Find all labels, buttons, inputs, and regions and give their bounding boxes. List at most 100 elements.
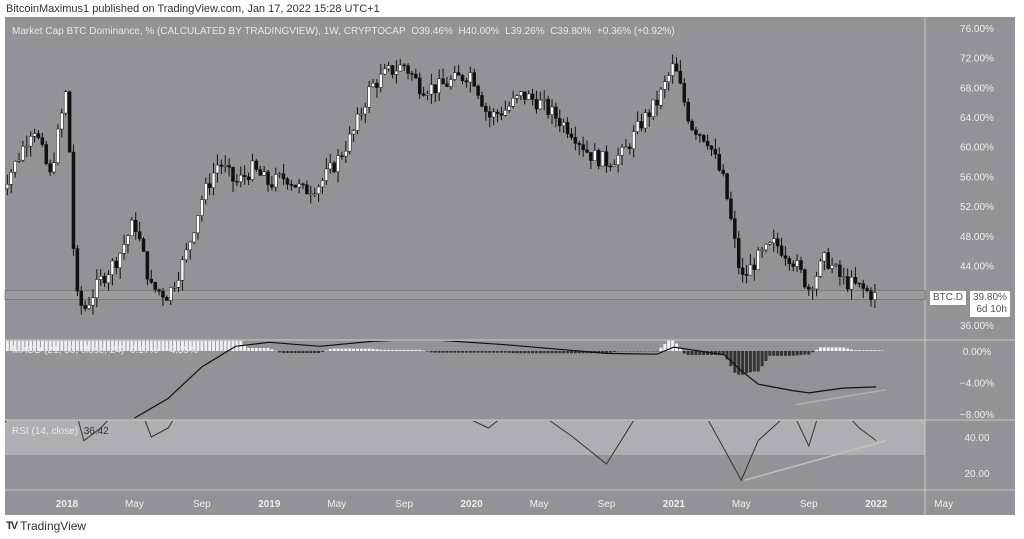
time-tick: Sep	[193, 499, 211, 510]
tradingview-logo[interactable]: TV TradingView	[6, 519, 86, 533]
price-tick: 60.00%	[960, 143, 994, 154]
candle	[480, 95, 484, 107]
brand-name: TradingView	[20, 519, 87, 533]
macd-histogram-bar	[200, 340, 204, 351]
macd-histogram-bar	[861, 350, 865, 351]
candle	[13, 161, 17, 173]
macd-tick: −8.00%	[960, 410, 994, 421]
candle	[476, 85, 480, 96]
candle	[736, 238, 741, 269]
candle	[768, 242, 772, 245]
candle	[336, 155, 340, 172]
candle	[40, 137, 45, 145]
macd-histogram-bar	[838, 347, 842, 351]
time-tick: Sep	[598, 499, 616, 510]
candle	[507, 106, 511, 111]
candle	[721, 169, 725, 174]
macd-histogram-bar	[282, 351, 286, 354]
candle	[814, 276, 819, 290]
candle	[838, 264, 842, 277]
candle	[297, 183, 301, 188]
candle	[25, 145, 29, 148]
macd-histogram-bar	[550, 351, 554, 354]
price-tick: 44.00%	[960, 261, 994, 272]
macd-histogram-bar	[258, 347, 262, 351]
macd-histogram-bar	[492, 351, 496, 353]
macd-histogram-bar	[496, 351, 500, 353]
open-value: O39.46%	[411, 26, 453, 37]
macd-histogram-bar	[729, 351, 733, 367]
candle	[748, 264, 753, 276]
macd-histogram-bar	[461, 351, 465, 353]
macd-histogram-bar	[367, 348, 371, 351]
candle	[250, 160, 255, 180]
macd-histogram-bar	[815, 349, 819, 351]
candle	[651, 99, 655, 117]
publish-info: BitcoinMaximus1 published on TradingView…	[6, 3, 380, 15]
macd-histogram-bar	[780, 351, 784, 356]
candle	[347, 133, 352, 152]
candle	[79, 290, 84, 306]
time-tick: May	[732, 499, 751, 510]
candle	[398, 64, 403, 72]
macd-histogram-bar	[745, 351, 749, 374]
candle	[744, 274, 749, 276]
candle	[596, 150, 601, 167]
macd-histogram-bar	[394, 349, 398, 351]
macd-histogram-bar	[52, 340, 56, 351]
time-tick: 2018	[56, 499, 79, 510]
rsi-tick: 20.00	[964, 469, 989, 480]
macd-histogram-bar	[569, 351, 573, 354]
candle	[301, 183, 305, 186]
candle	[530, 93, 535, 100]
candle	[48, 163, 52, 173]
macd-histogram-bar	[783, 351, 787, 356]
macd-histogram-bar	[826, 347, 830, 351]
candle	[873, 292, 877, 300]
candle	[324, 168, 329, 181]
macd-histogram-bar	[254, 347, 258, 351]
macd-histogram-bar	[36, 340, 40, 351]
rsi-legend: RSI (14, close) 36.42	[12, 426, 109, 437]
macd-histogram-bar	[737, 351, 741, 375]
candle	[351, 130, 356, 135]
macd-line	[134, 341, 877, 419]
macd-histogram-bar	[106, 340, 110, 351]
macd-histogram-bar	[110, 340, 114, 351]
macd-histogram-bar	[534, 351, 538, 354]
candle	[270, 184, 274, 188]
candle	[355, 113, 360, 131]
candle	[196, 215, 200, 234]
candle	[593, 150, 597, 161]
macd-histogram-bar	[64, 340, 68, 351]
macd-histogram-bar	[519, 351, 523, 354]
candle	[608, 165, 613, 168]
macd-histogram-bar	[285, 351, 289, 354]
candle	[810, 288, 815, 291]
candle	[386, 65, 391, 70]
candle	[799, 260, 803, 270]
macd-histogram-bar	[488, 351, 492, 353]
change-value: +0.36% (+0.92%)	[596, 26, 675, 37]
macd-histogram-bar	[776, 351, 780, 356]
candle	[818, 260, 823, 277]
time-tick: May	[934, 499, 953, 510]
macd-tick: 0.00%	[963, 347, 991, 358]
macd-histogram-bar	[180, 340, 184, 351]
candle	[452, 72, 457, 80]
macd-histogram-bar	[468, 351, 472, 353]
macd-histogram-bar	[390, 349, 394, 351]
candle	[60, 112, 64, 130]
price-tick: 36.00%	[960, 321, 994, 332]
candle	[231, 167, 235, 182]
candle	[172, 286, 177, 289]
candle	[628, 146, 632, 150]
candle	[402, 64, 406, 67]
time-tick: May	[125, 499, 144, 510]
macd-histogram-bar	[686, 351, 690, 356]
macd-histogram-bar	[698, 351, 702, 356]
candle	[340, 155, 344, 157]
candle	[289, 184, 294, 186]
candle	[344, 150, 348, 157]
